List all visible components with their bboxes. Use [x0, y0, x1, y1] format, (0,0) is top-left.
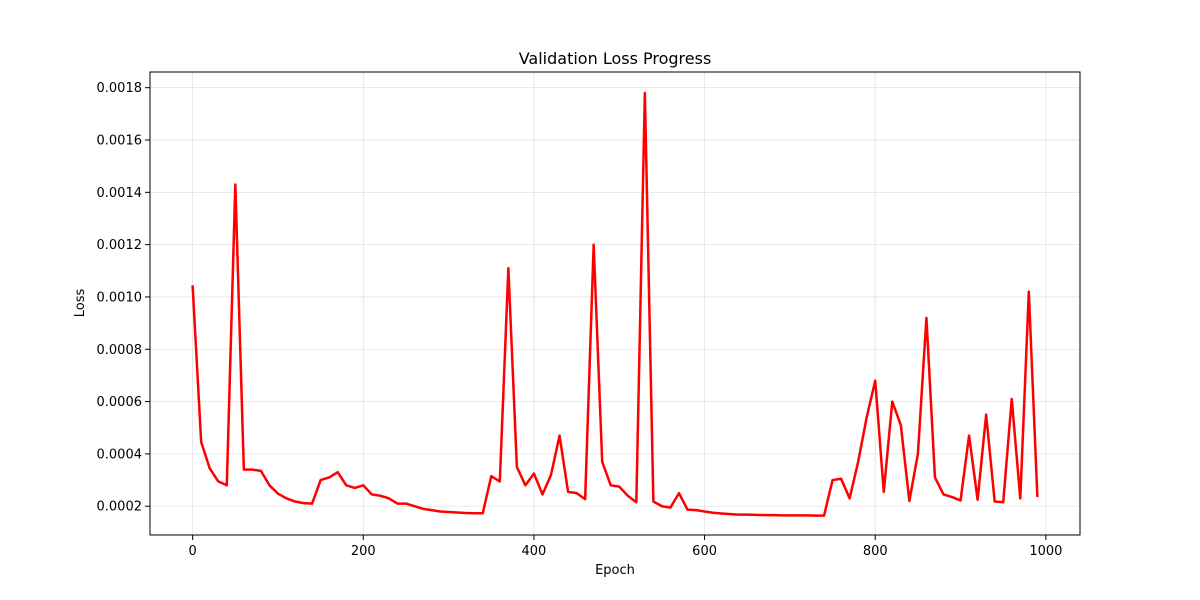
plot-frame: [149, 71, 1081, 536]
y-tick-label: 0.0014: [97, 186, 143, 201]
x-tick-label: 200: [351, 544, 376, 559]
y-axis-label: Loss: [73, 289, 88, 318]
x-tick-label: 1000: [1029, 544, 1062, 559]
x-tick-label: 800: [863, 544, 888, 559]
x-axis-ticks: 0 200 400 600 800 1000: [189, 535, 1062, 559]
x-tick-label: 600: [692, 544, 717, 559]
y-tick-label: 0.0008: [97, 343, 143, 358]
y-tick-label: 0.0010: [97, 290, 143, 305]
y-tick-label: 0.0002: [97, 500, 143, 515]
plot-background: [150, 72, 1080, 535]
y-tick-label: 0.0016: [97, 134, 143, 149]
x-axis-label: Epoch: [595, 563, 635, 578]
series-layer: [191, 91, 1039, 517]
y-tick-label: 0.0018: [97, 81, 143, 96]
y-tick-label: 0.0004: [97, 447, 143, 462]
y-axis-ticks: 0.0002 0.0004 0.0006 0.0008 0.0010 0.0012 0.00…: [97, 81, 150, 515]
y-tick-label: 0.0012: [97, 238, 143, 253]
x-tick-label: 400: [522, 544, 547, 559]
chart-title: Validation Loss Progress: [519, 49, 712, 68]
x-tick-label: 0: [189, 544, 197, 559]
loss-series-line: [191, 91, 1039, 517]
y-tick-label: 0.0006: [97, 395, 143, 410]
